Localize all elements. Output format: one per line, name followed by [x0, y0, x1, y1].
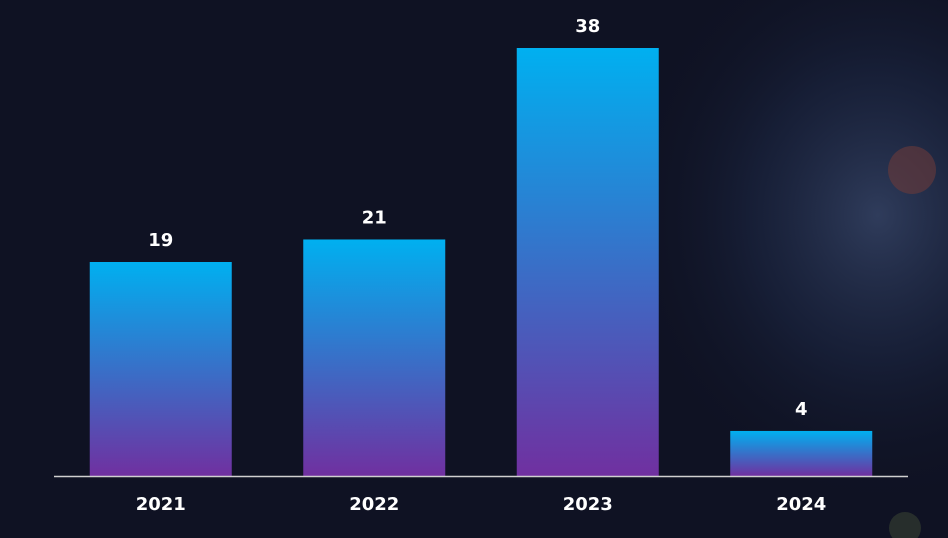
value-label: 21	[362, 207, 387, 228]
bar	[730, 430, 873, 476]
decor-orb	[888, 146, 936, 194]
x-tick-label: 2021	[136, 494, 186, 515]
bar	[89, 262, 232, 476]
bar	[516, 48, 659, 476]
value-label: 4	[795, 399, 808, 420]
decor-orb	[889, 512, 921, 538]
x-tick-label: 2023	[563, 494, 613, 515]
value-label: 19	[148, 230, 173, 251]
bar	[303, 239, 446, 476]
x-tick-label: 2022	[349, 494, 399, 515]
x-tick-label: 2024	[776, 494, 826, 515]
value-label: 38	[575, 16, 600, 37]
